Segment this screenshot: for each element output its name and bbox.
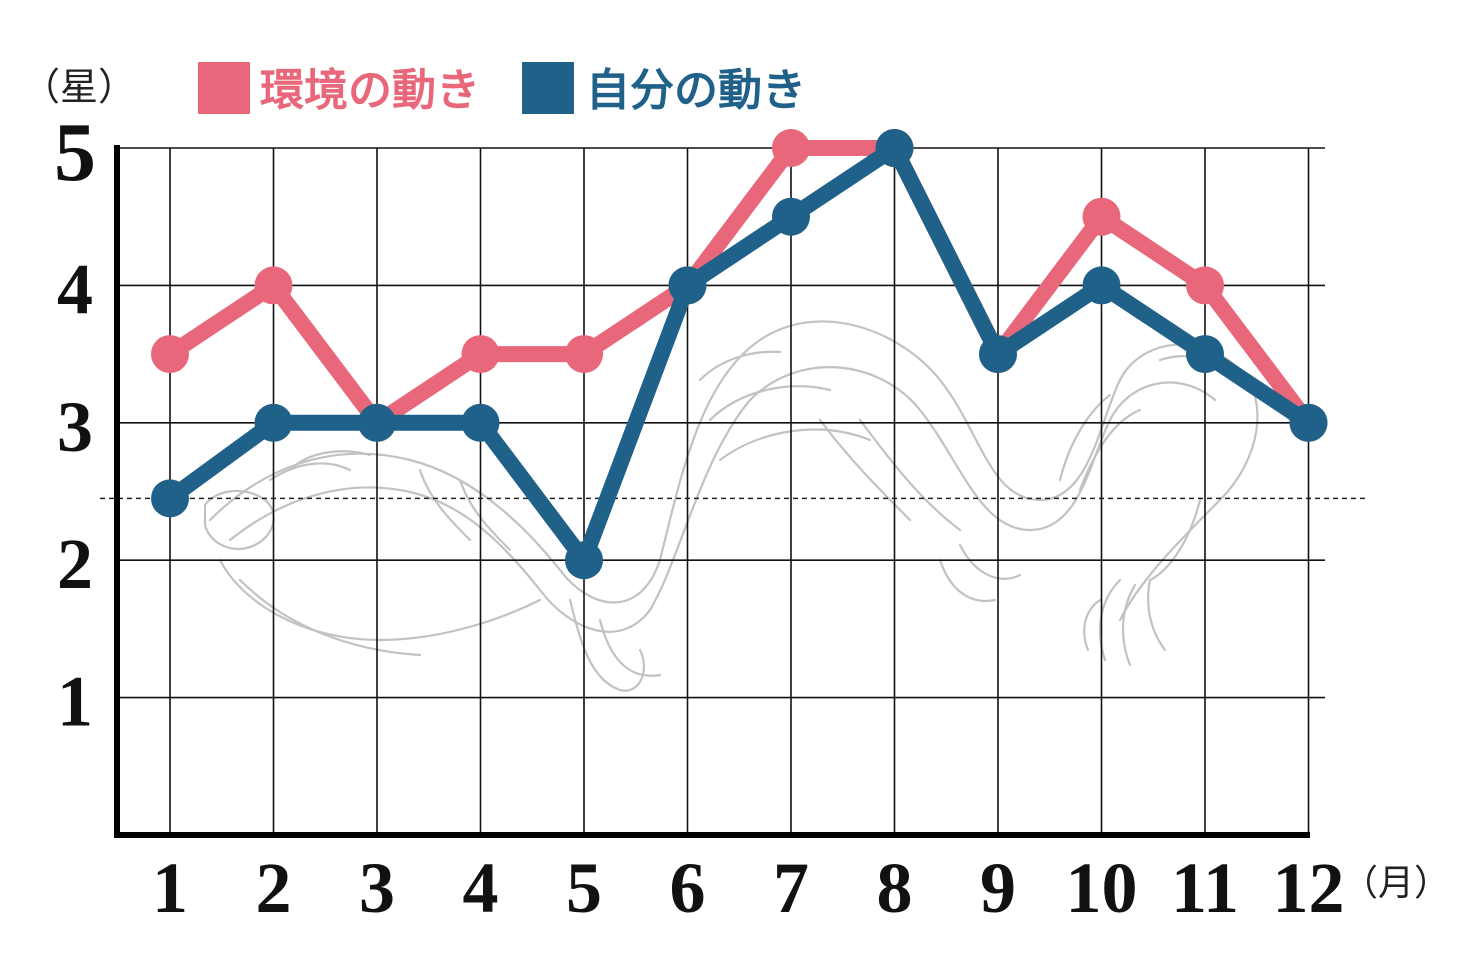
x-tick-label: 3 [359,848,395,928]
axes [114,145,1310,838]
series-self [151,129,1328,580]
data-point [461,335,500,374]
x-tick-label: 1 [152,848,188,928]
data-point [1289,403,1328,442]
data-point [151,479,189,518]
data-point [772,197,810,236]
y-tick-label: 4 [57,249,93,329]
y-tick-label: 5 [54,106,96,199]
data-point [1186,266,1224,305]
data-point [565,335,603,374]
series-line [162,140,1317,431]
legend: 環境の動き 自分の動き [198,62,806,116]
x-tick-label: 2 [256,848,292,928]
series-layer [151,129,1328,580]
data-point [461,403,500,442]
data-point [772,129,810,167]
grid [117,147,1325,835]
x-tick-label: 11 [1171,848,1239,928]
legend-label-environment: 環境の動き [260,65,480,116]
data-point [1082,197,1121,236]
data-point [668,266,707,305]
data-point [979,335,1017,374]
x-tick-label: 5 [566,848,602,928]
dragon-illustration [203,320,1259,692]
data-point [1186,335,1224,374]
y-tick-label: 2 [57,524,93,604]
x-tick-label: 4 [463,848,499,928]
x-tick-label: 9 [980,848,1016,928]
x-tick-label: 10 [1066,848,1138,928]
data-point [254,266,293,305]
x-tick-label: 12 [1273,848,1345,928]
x-unit-label: （月） [1342,863,1450,904]
data-point [254,403,293,442]
x-tick-label: 7 [773,848,809,928]
x-tick-label: 6 [670,848,706,928]
data-point [151,335,189,374]
legend-swatch-self [522,62,574,114]
y-unit-label: （星） [22,65,136,109]
legend-label-self: 自分の動き [586,65,806,116]
y-tick-label: 1 [57,662,93,742]
data-point [565,541,603,580]
data-point [1082,266,1121,305]
data-point [875,129,914,167]
data-point [358,403,396,442]
legend-swatch-environment [198,62,250,114]
x-tick-label: 8 [877,848,913,928]
y-tick-label: 3 [57,387,93,467]
